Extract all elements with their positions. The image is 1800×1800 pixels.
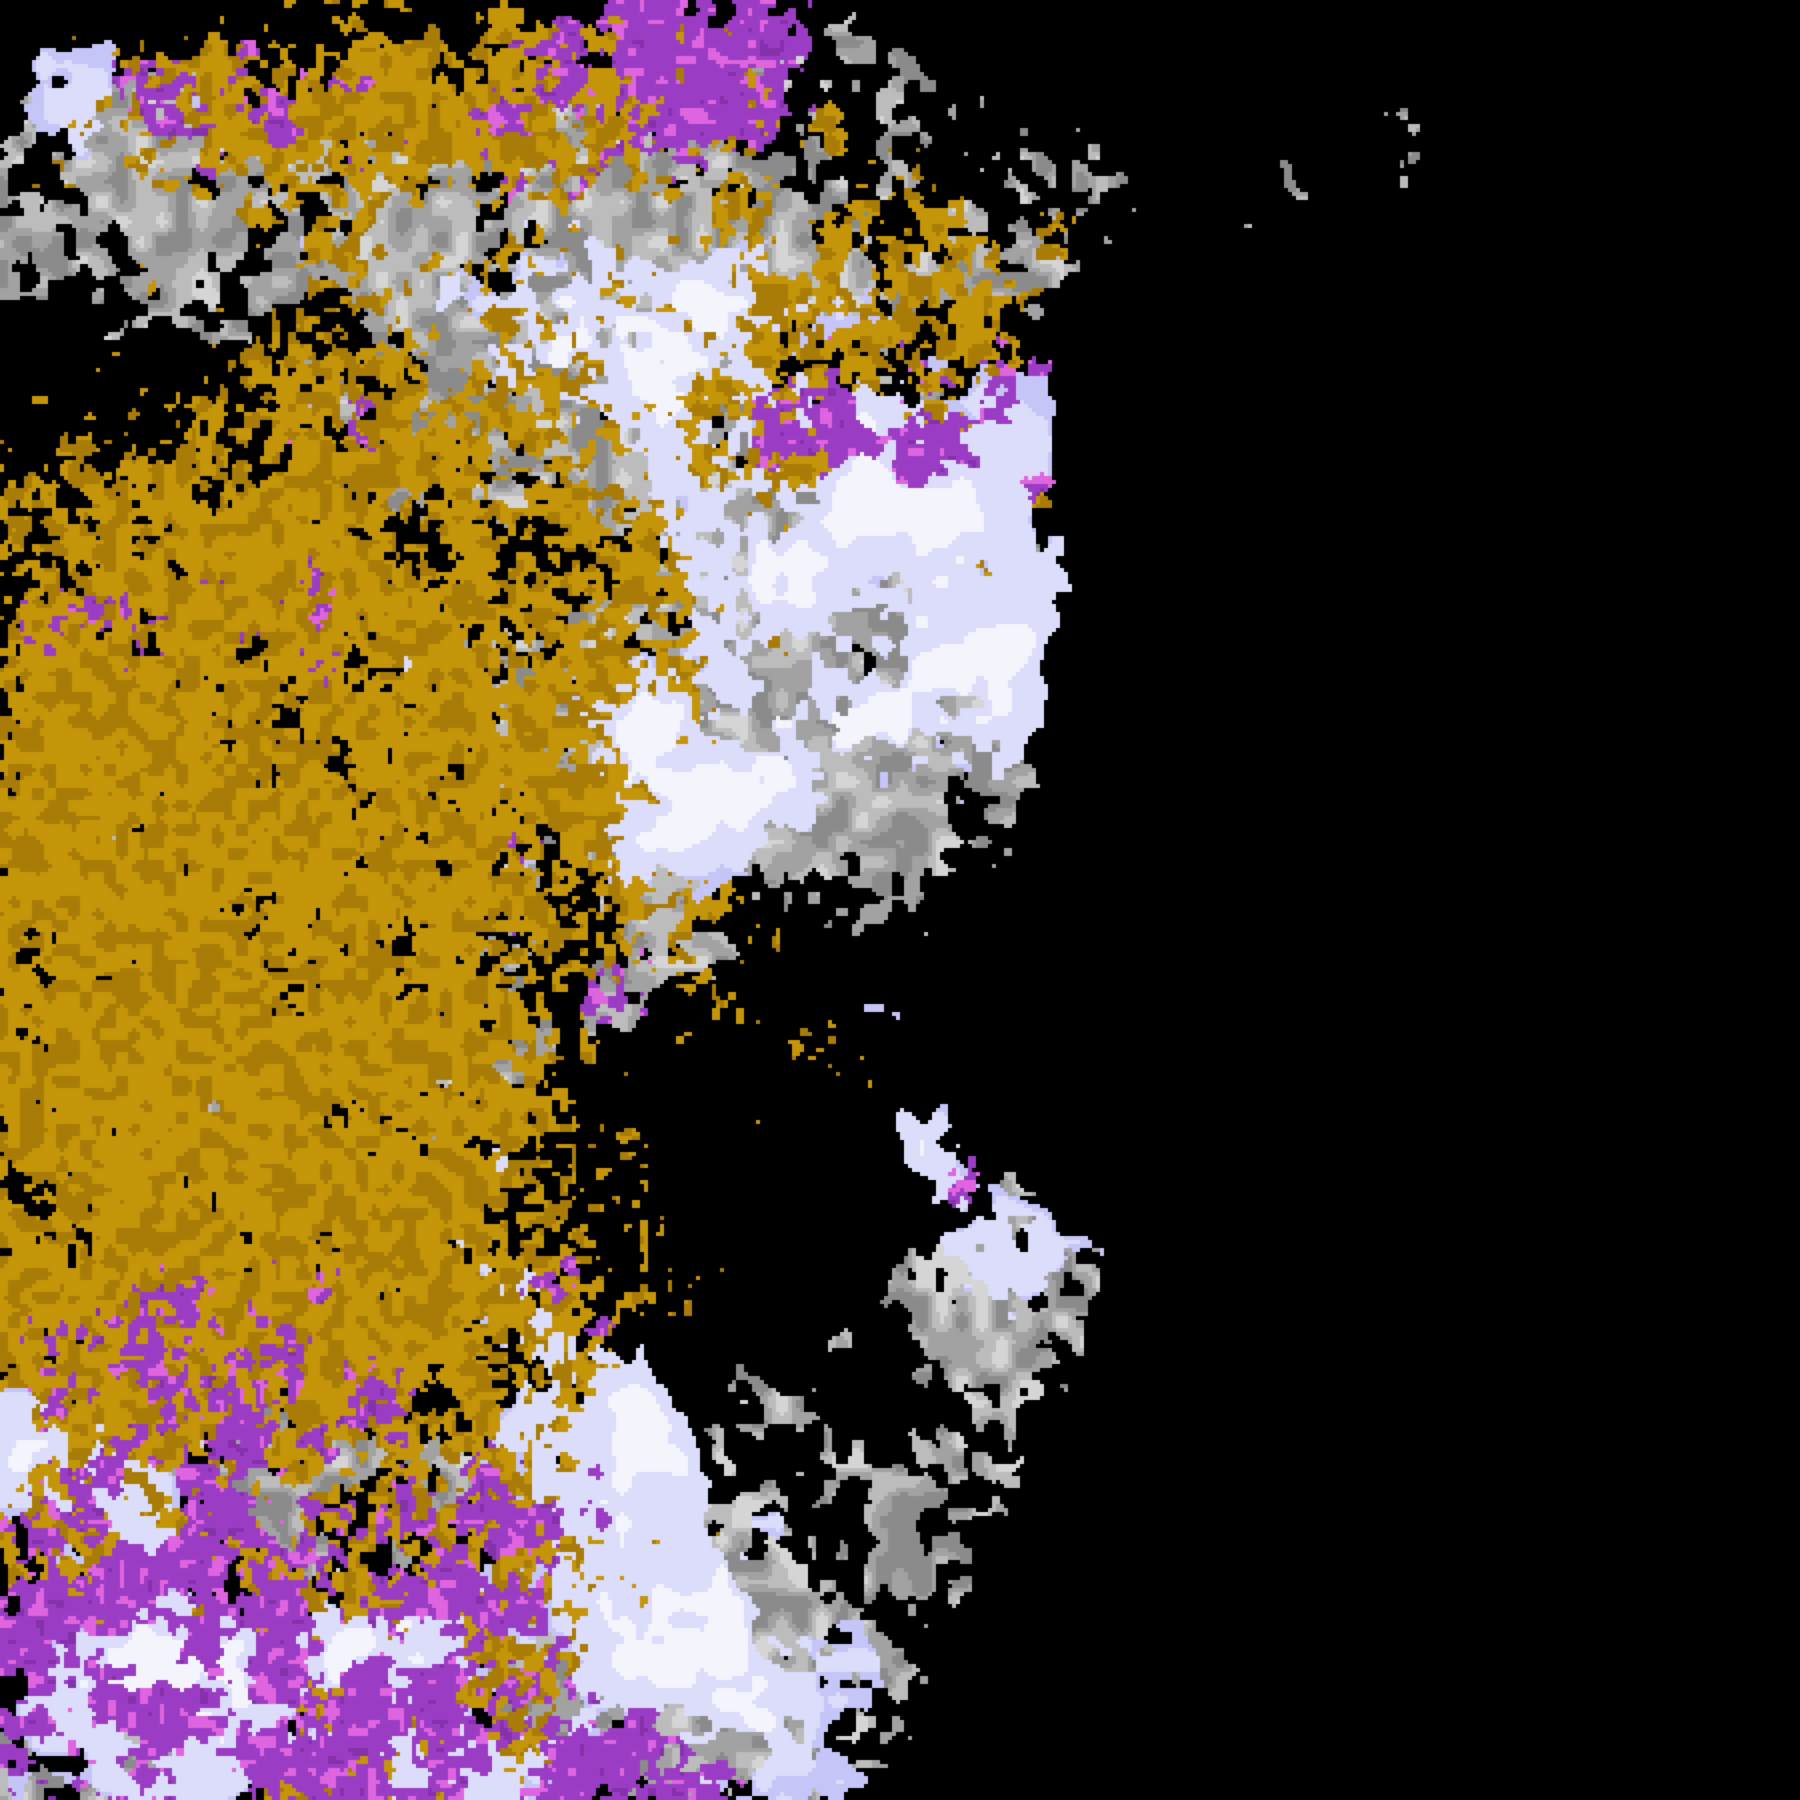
satellite-raster-canvas bbox=[0, 0, 1800, 1800]
satellite-scene bbox=[0, 0, 1800, 1800]
